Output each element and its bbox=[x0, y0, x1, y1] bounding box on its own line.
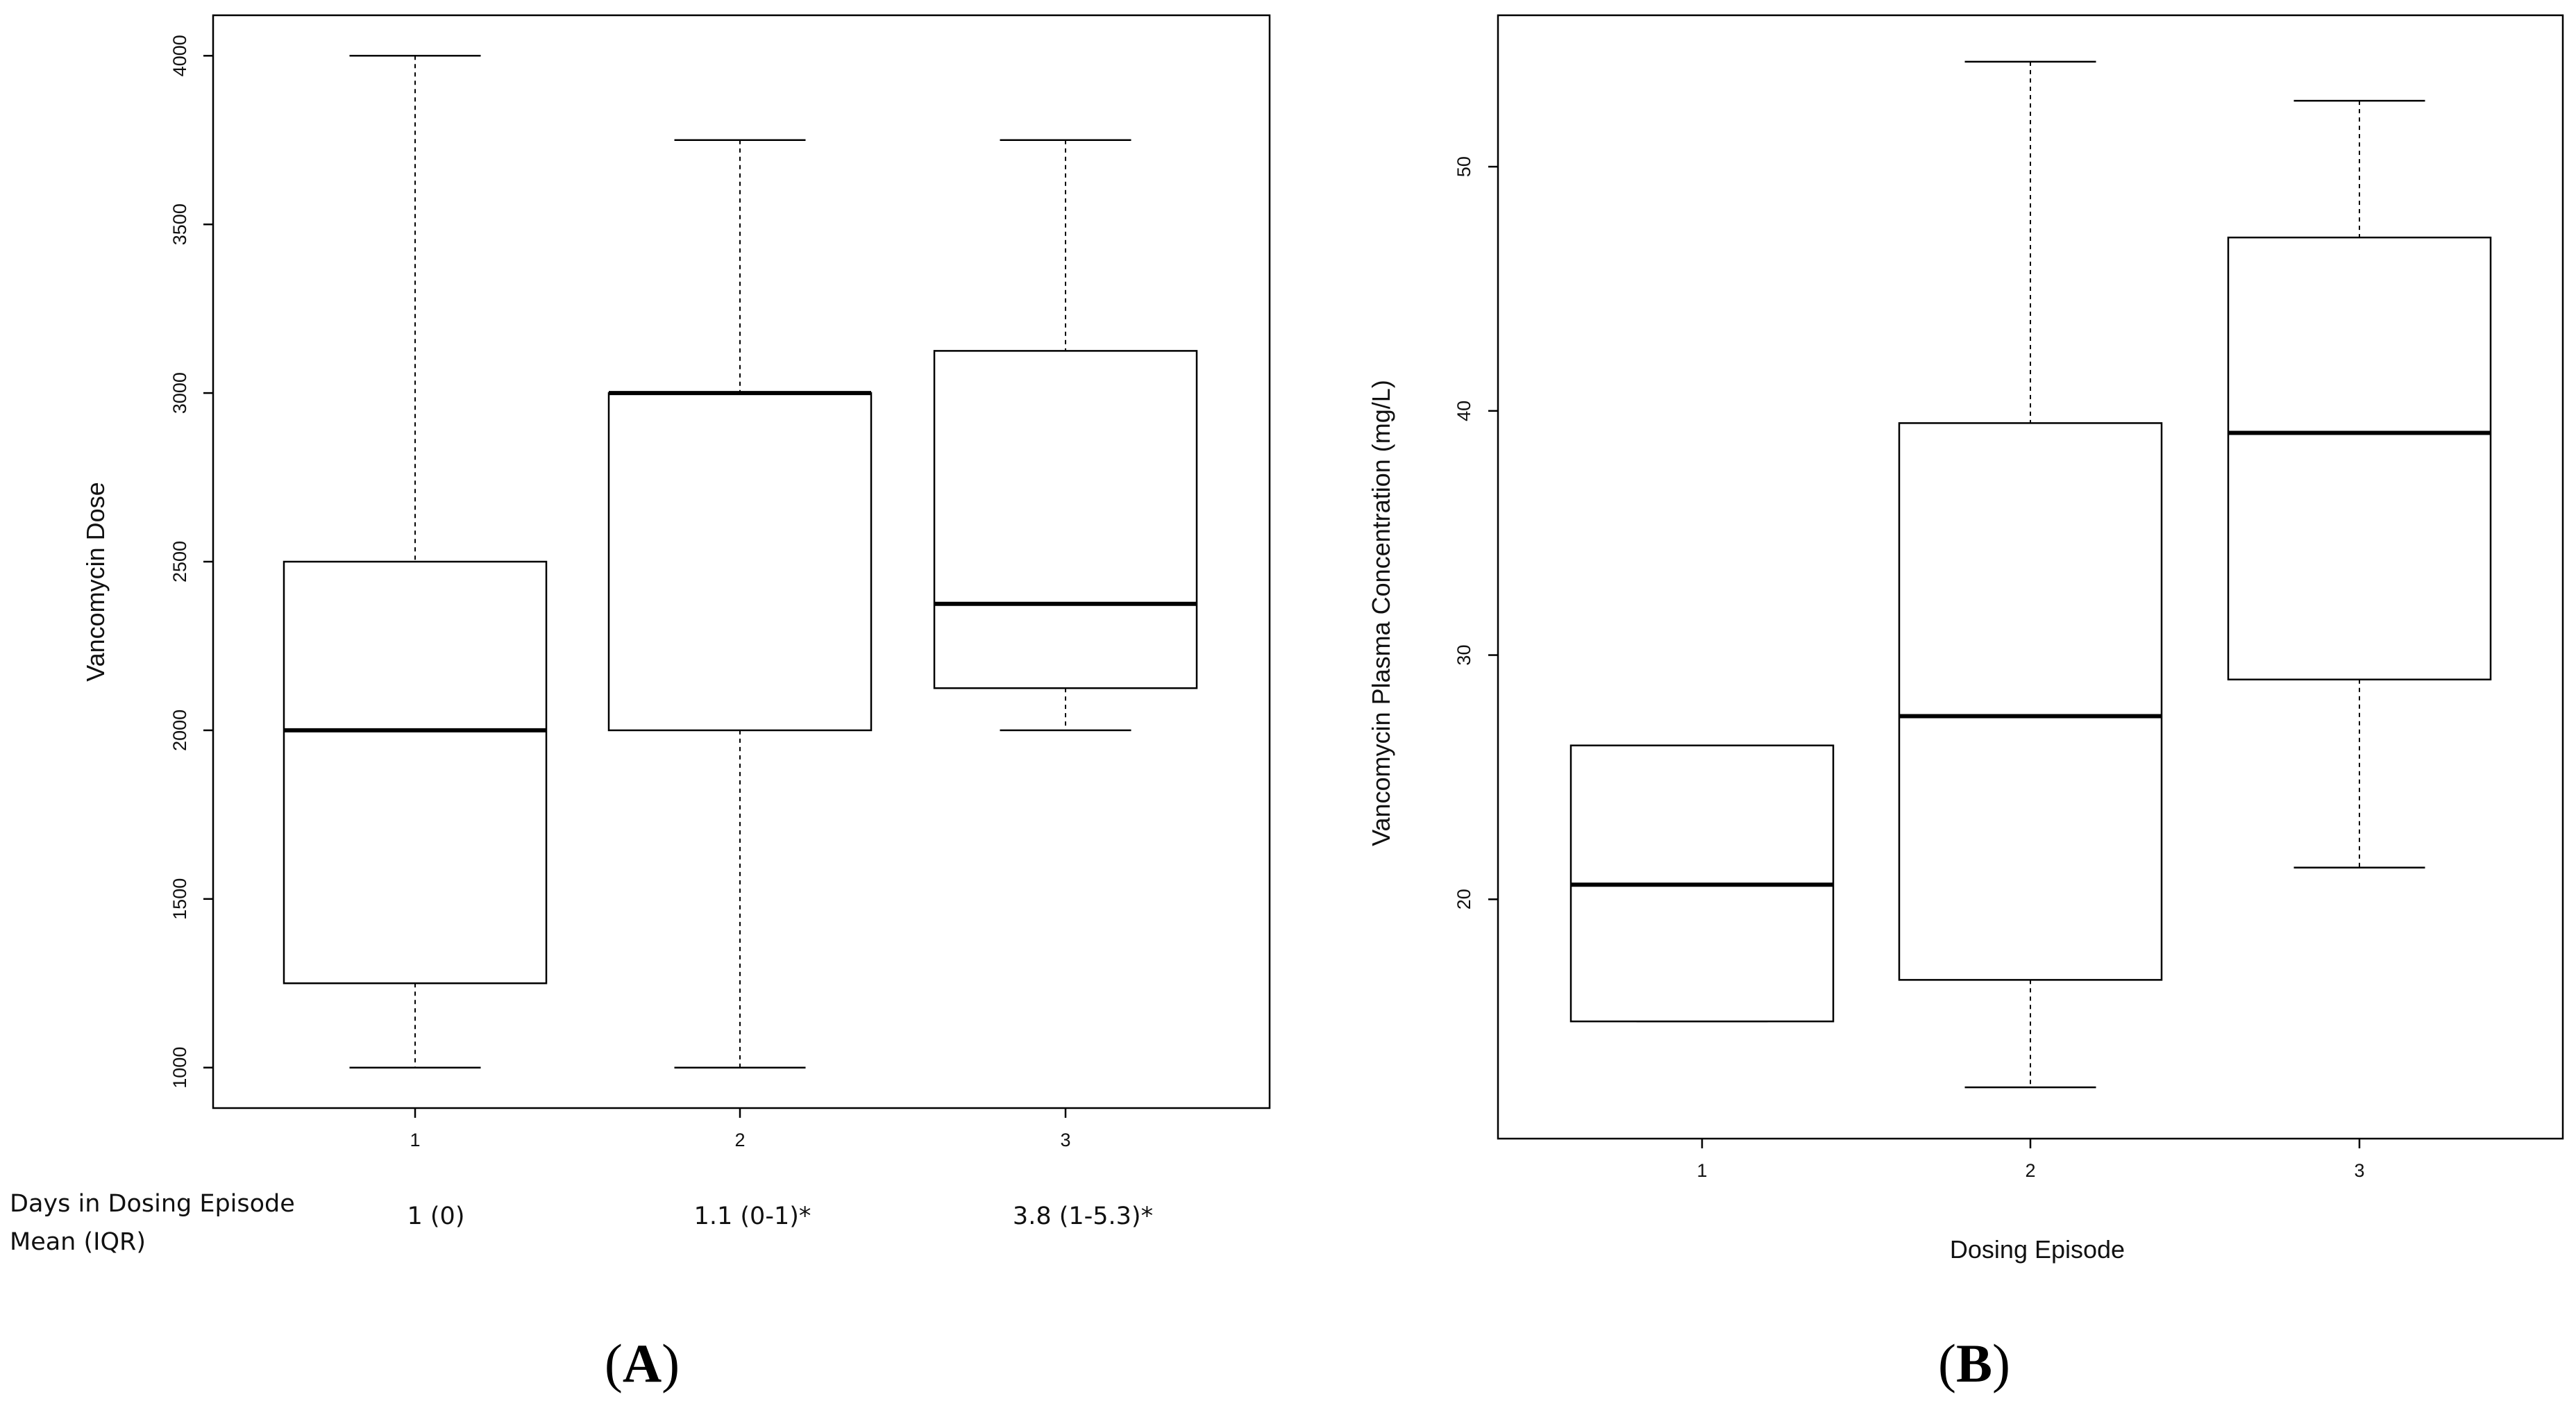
chart-a-days-header-line1: Days in Dosing Episode bbox=[10, 1190, 295, 1218]
chart-b-box-1 bbox=[1569, 744, 1835, 1023]
chart-a-y-tick-label-2: 2000 bbox=[169, 710, 190, 751]
chart-a-x-tick-label-0: 1 bbox=[410, 1130, 420, 1150]
chart-a-x-tick-label-1: 2 bbox=[734, 1130, 745, 1150]
chart-b-box-2 bbox=[1898, 60, 2163, 1089]
chart-b-y-axis: 20 30 40 50 bbox=[1454, 156, 1498, 910]
chart-b-x-tick-label-2: 3 bbox=[2354, 1160, 2364, 1181]
chart-b-x-axis: 1 2 3 bbox=[1697, 1139, 2365, 1181]
chart-b-panel-letter: B bbox=[1956, 1333, 1992, 1393]
chart-a-days-value-3: 3.8 (1-5.3)* bbox=[1013, 1202, 1153, 1230]
chart-a: 1000 1500 2000 2500 3000 3500 4000 1 2 3 Vancomy… bbox=[10, 14, 1271, 1393]
chart-b: 20 30 40 50 1 2 3 Vancomycin Plasma Concentra… bbox=[1367, 14, 2564, 1393]
chart-a-box-1-iqr bbox=[283, 560, 548, 984]
chart-b-panel-label: (B) bbox=[1938, 1333, 2010, 1393]
chart-a-panel-label: (A) bbox=[605, 1333, 680, 1393]
chart-a-days-value-2: 1.1 (0-1)* bbox=[694, 1202, 811, 1230]
chart-b-y-tick-label-0: 20 bbox=[1454, 889, 1474, 910]
chart-a-y-axis: 1000 1500 2000 2500 3000 3500 4000 bbox=[169, 35, 213, 1089]
chart-a-box-1 bbox=[283, 55, 548, 1068]
chart-b-x-tick-label-0: 1 bbox=[1697, 1160, 1707, 1181]
chart-a-box-2 bbox=[607, 139, 873, 1068]
chart-a-plot-frame bbox=[212, 14, 1271, 1109]
chart-a-box-3-iqr bbox=[933, 350, 1198, 689]
chart-a-y-tick-label-0: 1000 bbox=[169, 1047, 190, 1089]
chart-a-box-2-iqr bbox=[607, 392, 873, 732]
chart-b-box-2-iqr bbox=[1898, 422, 2163, 981]
chart-a-days-value-1: 1 (0) bbox=[407, 1202, 465, 1230]
chart-b-y-tick-label-1: 30 bbox=[1454, 645, 1474, 666]
chart-a-panel-letter: A bbox=[623, 1333, 662, 1393]
chart-b-y-tick-label-2: 40 bbox=[1454, 401, 1474, 421]
chart-b-plot-frame bbox=[1497, 14, 2564, 1140]
chart-a-y-tick-label-4: 3000 bbox=[169, 372, 190, 414]
chart-b-y-tick-label-3: 50 bbox=[1454, 156, 1474, 177]
chart-a-boxes bbox=[283, 55, 1198, 1068]
chart-a-x-axis: 1 2 3 bbox=[410, 1108, 1071, 1150]
chart-a-x-tick-label-2: 3 bbox=[1060, 1130, 1070, 1150]
chart-b-x-axis-label: Dosing Episode bbox=[1950, 1235, 2125, 1264]
chart-a-y-axis-label: Vancomycin Dose bbox=[81, 482, 110, 681]
chart-a-y-tick-label-5: 3500 bbox=[169, 203, 190, 245]
chart-b-x-tick-label-1: 2 bbox=[2025, 1160, 2035, 1181]
chart-a-box-3 bbox=[933, 139, 1198, 732]
chart-b-box-3-iqr bbox=[2227, 236, 2492, 680]
chart-b-boxes bbox=[1569, 60, 2492, 1089]
chart-a-y-tick-label-1: 1500 bbox=[169, 878, 190, 920]
chart-a-y-tick-label-6: 4000 bbox=[169, 35, 190, 76]
chart-b-y-axis-label: Vancomycin Plasma Concentration (mg/L) bbox=[1367, 380, 1395, 846]
chart-a-y-tick-label-3: 2500 bbox=[169, 541, 190, 583]
chart-b-box-3 bbox=[2227, 99, 2492, 869]
chart-a-days-header-line2: Mean (IQR) bbox=[10, 1228, 146, 1256]
